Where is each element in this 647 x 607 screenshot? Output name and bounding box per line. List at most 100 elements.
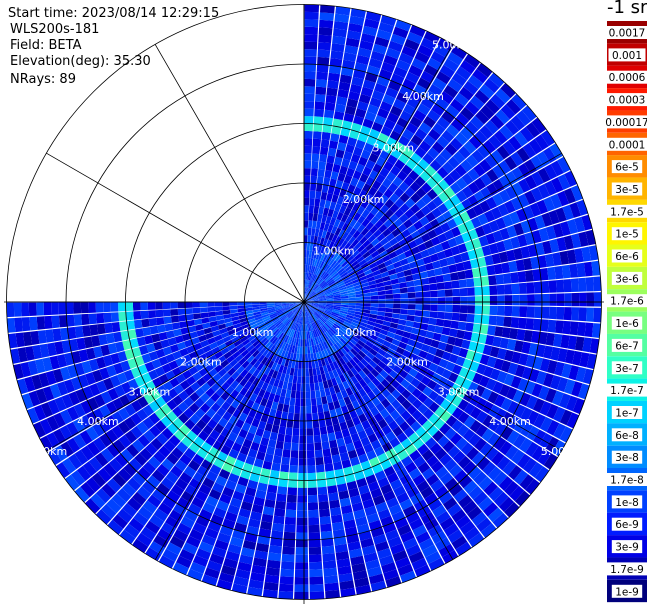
range-gate <box>553 423 566 439</box>
range-gate <box>316 176 324 185</box>
range-gate <box>173 503 187 516</box>
range-gate <box>235 435 245 446</box>
range-gate <box>194 397 205 408</box>
range-gate <box>479 324 489 335</box>
colorbar-label-box <box>611 428 643 442</box>
range-gate <box>268 477 279 486</box>
range-gate <box>530 155 544 171</box>
range-gate <box>391 389 401 399</box>
range-gate <box>340 587 356 598</box>
range-gate <box>492 179 505 193</box>
range-gate <box>325 307 333 311</box>
range-gate <box>288 479 298 488</box>
range-label: 2.00km <box>343 193 385 206</box>
range-gate <box>457 411 470 424</box>
range-gate <box>401 164 413 176</box>
range-gate <box>349 324 358 331</box>
range-gate <box>282 305 290 309</box>
range-gate <box>315 191 322 200</box>
range-gate <box>304 78 316 87</box>
range-gate <box>313 312 320 319</box>
range-gate <box>287 359 293 368</box>
range-gate <box>505 120 520 136</box>
range-gate <box>408 368 419 378</box>
range-gate <box>496 456 511 471</box>
range-gate <box>338 573 353 583</box>
range-gate <box>411 58 427 71</box>
range-gate <box>343 52 357 62</box>
range-gate <box>355 516 368 527</box>
range-gate <box>333 218 341 228</box>
range-gate <box>488 315 497 326</box>
range-gate <box>354 381 363 391</box>
colorbar-label: 1e-8 <box>615 497 639 509</box>
range-gate <box>326 425 335 434</box>
range-gate <box>284 524 296 533</box>
range-gate <box>536 199 549 215</box>
range-gate <box>204 363 215 373</box>
range-gate <box>133 319 143 329</box>
range-gate <box>208 316 217 323</box>
range-gate <box>205 387 216 398</box>
range-gate <box>304 302 307 310</box>
range-gate <box>446 256 456 266</box>
range-gate <box>378 224 388 233</box>
range-gate <box>404 208 415 219</box>
range-gate <box>304 86 315 94</box>
range-gate <box>304 331 307 340</box>
range-gate <box>139 345 149 356</box>
range-gate <box>351 76 364 87</box>
range-gate <box>216 319 225 326</box>
range-gate <box>399 421 410 432</box>
range-gate <box>166 399 178 411</box>
range-gate <box>521 341 531 354</box>
range-gate <box>165 330 175 339</box>
range-gate <box>393 443 405 455</box>
range-gate <box>340 127 351 137</box>
range-gate <box>234 326 243 333</box>
range-gate <box>348 393 357 403</box>
ray <box>304 302 594 385</box>
range-gate <box>428 498 443 512</box>
range-gate <box>419 140 432 153</box>
range-gate <box>329 217 337 226</box>
range-gate <box>473 163 486 177</box>
range-gate <box>263 390 271 400</box>
range-gate <box>14 317 23 333</box>
range-gate <box>460 442 474 456</box>
range-gate <box>347 329 355 336</box>
range-gate <box>309 306 316 312</box>
range-gate <box>541 306 550 319</box>
range-gate <box>527 294 535 306</box>
range-gate <box>36 302 44 316</box>
range-gate <box>301 361 305 369</box>
range-gate <box>441 369 452 380</box>
range-gate <box>445 104 460 118</box>
range-gate <box>538 385 550 401</box>
range-gate <box>331 514 343 524</box>
range-gate <box>525 122 541 138</box>
range-gate <box>310 235 315 244</box>
range-gate <box>420 511 436 525</box>
range-gate <box>194 408 206 419</box>
range-gate <box>385 289 393 295</box>
range-gate <box>455 515 471 529</box>
range-gate <box>461 339 471 350</box>
range-gate <box>385 404 396 415</box>
colorbar-label: 6e-5 <box>615 162 639 174</box>
range-gate <box>435 97 450 111</box>
range-gate <box>240 369 249 378</box>
range-gate <box>101 504 117 519</box>
range-gate <box>266 446 275 456</box>
range-gate <box>346 312 355 317</box>
range-gate <box>450 245 461 256</box>
range-gate <box>517 234 528 247</box>
range-gate <box>229 497 242 508</box>
range-gate <box>306 428 314 436</box>
range-gate <box>310 265 314 274</box>
range-gate <box>289 352 294 361</box>
range-gate <box>358 388 367 398</box>
range-gate <box>313 266 318 275</box>
range-gate <box>60 441 74 457</box>
range-gate <box>415 258 425 267</box>
